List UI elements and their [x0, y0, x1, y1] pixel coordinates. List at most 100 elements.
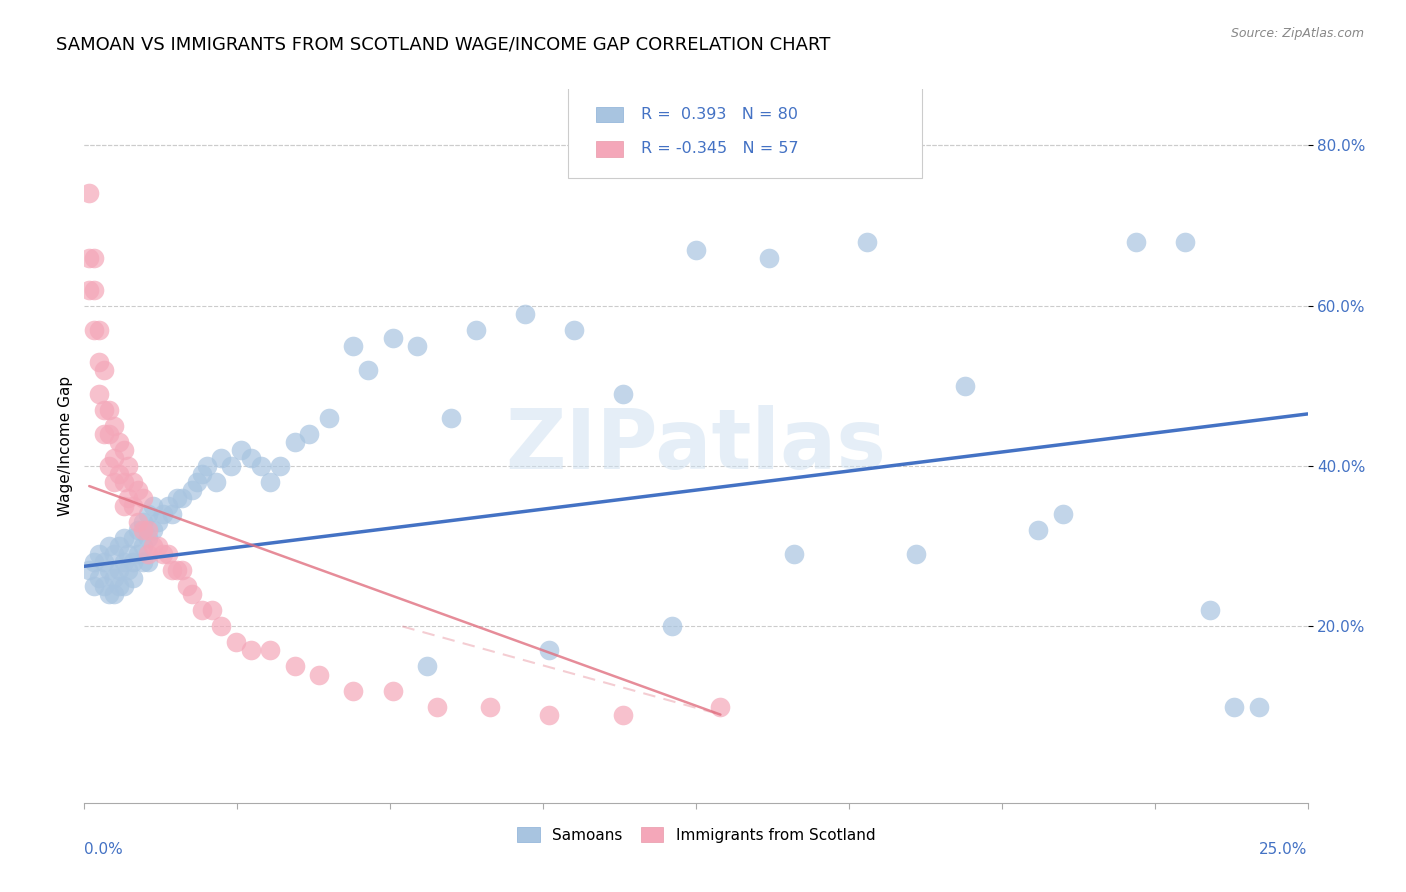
Point: [127, 523, 149, 537]
Point: [87, 547, 110, 561]
Text: 25.0%: 25.0%: [1260, 842, 1308, 857]
FancyBboxPatch shape: [596, 107, 623, 122]
Point: [219, 458, 242, 473]
Point: [342, 339, 364, 353]
Point: [205, 475, 228, 489]
Point: [112, 579, 135, 593]
Point: [191, 603, 214, 617]
Point: [195, 458, 218, 473]
Text: ZIPatlas: ZIPatlas: [506, 406, 886, 486]
Point: [97, 427, 120, 442]
Point: [166, 491, 188, 505]
Point: [103, 547, 125, 561]
Point: [172, 491, 194, 505]
Text: SAMOAN VS IMMIGRANTS FROM SCOTLAND WAGE/INCOME GAP CORRELATION CHART: SAMOAN VS IMMIGRANTS FROM SCOTLAND WAGE/…: [56, 36, 831, 54]
Point: [132, 523, 155, 537]
Point: [93, 427, 115, 442]
Text: Source: ZipAtlas.com: Source: ZipAtlas.com: [1230, 27, 1364, 40]
Point: [107, 579, 129, 593]
Point: [259, 475, 281, 489]
Point: [112, 555, 135, 569]
Point: [117, 458, 139, 473]
Point: [318, 411, 340, 425]
Point: [758, 251, 780, 265]
Point: [209, 450, 232, 465]
Point: [117, 547, 139, 561]
Point: [172, 563, 194, 577]
Point: [83, 283, 105, 297]
Point: [181, 587, 204, 601]
Point: [1198, 603, 1220, 617]
Point: [107, 563, 129, 577]
Point: [426, 699, 449, 714]
Point: [112, 475, 135, 489]
Point: [612, 707, 634, 722]
Point: [176, 579, 198, 593]
Point: [1223, 699, 1246, 714]
Point: [107, 539, 129, 553]
Point: [136, 523, 159, 537]
Point: [685, 243, 707, 257]
Point: [83, 555, 105, 569]
Point: [87, 387, 110, 401]
Point: [93, 579, 115, 593]
Point: [97, 587, 120, 601]
Point: [142, 539, 165, 553]
Point: [249, 458, 271, 473]
Point: [112, 531, 135, 545]
Point: [136, 531, 159, 545]
Point: [612, 387, 634, 401]
Point: [856, 235, 879, 249]
Point: [103, 419, 125, 434]
Point: [122, 475, 145, 489]
Y-axis label: Wage/Income Gap: Wage/Income Gap: [58, 376, 73, 516]
Point: [77, 283, 100, 297]
Point: [416, 659, 439, 673]
Point: [132, 491, 155, 505]
Point: [538, 707, 561, 722]
Point: [97, 458, 120, 473]
Point: [77, 186, 100, 201]
Point: [239, 643, 262, 657]
Point: [97, 539, 120, 553]
Point: [77, 251, 100, 265]
Point: [127, 515, 149, 529]
Point: [298, 427, 321, 442]
Point: [209, 619, 232, 633]
Point: [97, 563, 120, 577]
Point: [112, 442, 135, 457]
Point: [406, 339, 429, 353]
Point: [538, 643, 561, 657]
Point: [112, 499, 135, 513]
Point: [127, 547, 149, 561]
Point: [166, 563, 188, 577]
Point: [103, 475, 125, 489]
Point: [146, 515, 169, 529]
Point: [132, 555, 155, 569]
Text: R =  0.393   N = 80: R = 0.393 N = 80: [641, 107, 799, 122]
Point: [87, 323, 110, 337]
Point: [284, 659, 307, 673]
Point: [103, 587, 125, 601]
Point: [97, 403, 120, 417]
Point: [117, 563, 139, 577]
Point: [357, 363, 380, 377]
Point: [107, 435, 129, 450]
Point: [107, 467, 129, 481]
Point: [83, 323, 105, 337]
Point: [186, 475, 208, 489]
Point: [103, 571, 125, 585]
Point: [136, 547, 159, 561]
Point: [381, 331, 404, 345]
Point: [83, 251, 105, 265]
Point: [127, 483, 149, 497]
Point: [1174, 235, 1197, 249]
Point: [225, 635, 247, 649]
Point: [1125, 235, 1147, 249]
Point: [146, 539, 169, 553]
Point: [562, 323, 585, 337]
Point: [440, 411, 463, 425]
Point: [122, 499, 145, 513]
Point: [93, 363, 115, 377]
Point: [479, 699, 502, 714]
